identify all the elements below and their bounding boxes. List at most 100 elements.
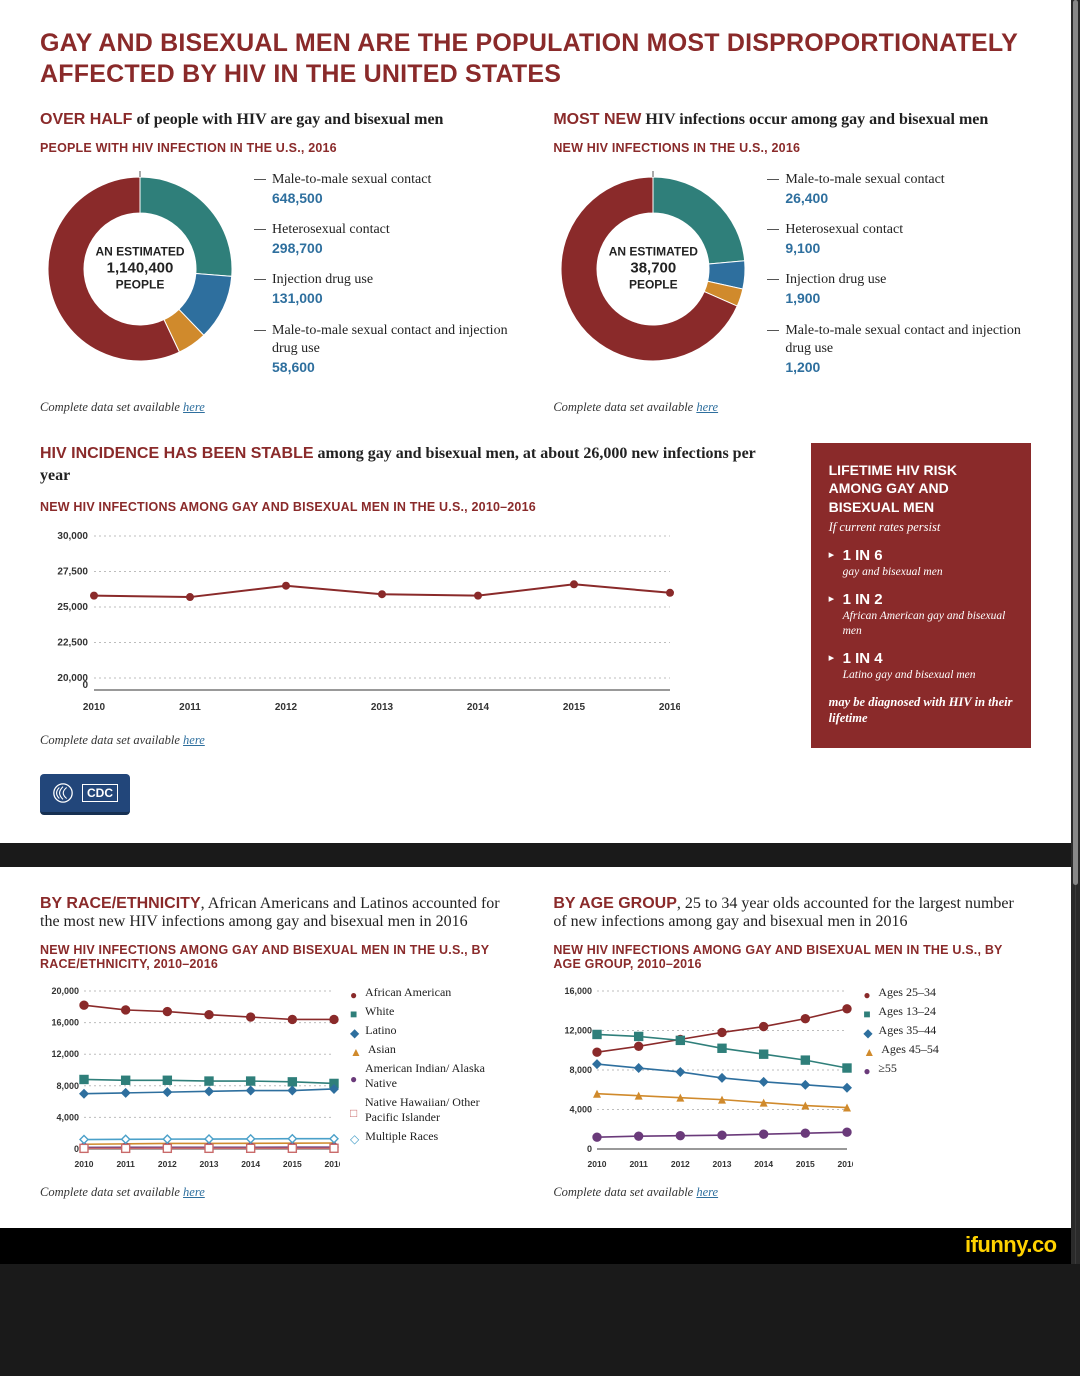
svg-text:4,000: 4,000: [570, 1105, 593, 1115]
svg-text:12,000: 12,000: [565, 1026, 593, 1036]
legend-item: ●American Indian/ Alaska Native: [350, 1061, 500, 1091]
legend-swatch: ●: [863, 1064, 872, 1073]
svg-text:2011: 2011: [116, 1159, 135, 1169]
svg-text:2013: 2013: [713, 1159, 732, 1169]
race-lead: BY RACE/ETHNICITY, African Americans and…: [40, 895, 517, 931]
right-subhead: NEW HIV INFECTIONS IN THE U.S., 2016: [553, 141, 1030, 155]
donut-legend-label: Male-to-male sexual contact and injectio…: [272, 322, 517, 358]
svg-text:4,000: 4,000: [56, 1113, 79, 1123]
legend-item: ■Ages 13–24: [863, 1004, 1013, 1019]
legend-swatch: ◆: [863, 1026, 872, 1035]
donut-legend-value: 131,000: [272, 289, 517, 307]
svg-text:16,000: 16,000: [565, 986, 593, 996]
right-footnote: Complete data set available here: [553, 400, 1030, 415]
risk-sub: If current rates persist: [829, 520, 1013, 535]
left-lead-rest: of people with HIV are gay and bisexual …: [132, 111, 443, 128]
legend-item: ◇Multiple Races: [350, 1129, 500, 1144]
donut-legend-item: Male-to-male sexual contact and injectio…: [767, 322, 1030, 377]
svg-text:2015: 2015: [283, 1159, 302, 1169]
donut-right-center-top: AN ESTIMATED: [609, 244, 698, 258]
risk-who: Latino gay and bisexual men: [843, 669, 976, 681]
donut-right-center-bot: PEOPLE: [629, 278, 678, 292]
donut-legend-label: Heterosexual contact: [785, 221, 1030, 239]
risk-who: African American gay and bisexual men: [843, 610, 1006, 637]
svg-text:2012: 2012: [158, 1159, 177, 1169]
legend-label: Ages 25–34: [878, 985, 936, 1000]
right-footnote-link[interactable]: here: [696, 400, 718, 414]
legend-label: Multiple Races: [365, 1129, 438, 1144]
hhs-icon: [52, 782, 74, 804]
legend-label: White: [365, 1004, 394, 1019]
legend-label: African American: [365, 985, 451, 1000]
svg-text:0: 0: [587, 1144, 592, 1154]
svg-text:2010: 2010: [75, 1159, 94, 1169]
donut-legend-value: 26,400: [785, 189, 1030, 207]
left-footnote-link[interactable]: here: [183, 400, 205, 414]
donut-legend-item: Male-to-male sexual contact648,500: [254, 171, 517, 207]
donut-right: AN ESTIMATED 38,700 PEOPLE: [553, 169, 753, 369]
risk-stat: 1 IN 2: [843, 591, 1013, 608]
right-lead-strong: MOST NEW: [553, 111, 641, 128]
donut-legend-label: Injection drug use: [272, 271, 517, 289]
age-footnote-pre: Complete data set available: [553, 1185, 696, 1199]
donut-legend-item: Male-to-male sexual contact26,400: [767, 171, 1030, 207]
legend-label: Ages 35–44: [879, 1023, 937, 1038]
svg-text:25,000: 25,000: [57, 602, 88, 613]
race-subhead: NEW HIV INFECTIONS AMONG GAY AND BISEXUA…: [40, 943, 517, 971]
incidence-footnote-link[interactable]: here: [183, 733, 205, 747]
incidence-row: HIV INCIDENCE HAS BEEN STABLE among gay …: [40, 443, 1031, 748]
legend-swatch: ■: [863, 1007, 872, 1016]
race-footnote-pre: Complete data set available: [40, 1185, 183, 1199]
legend-swatch: ◆: [350, 1026, 359, 1035]
legend-label: Native Hawaiian/ Other Pacific Islander: [365, 1095, 500, 1125]
scrollbar-thumb[interactable]: [1073, 0, 1078, 885]
legend-label: Latino: [365, 1023, 396, 1038]
cdc-label: CDC: [82, 784, 118, 802]
risk-foot: may be diagnosed with HIV in their lifet…: [829, 694, 1013, 727]
donut-legend-label: Male-to-male sexual contact and injectio…: [785, 322, 1030, 358]
scrollbar[interactable]: [1071, 0, 1080, 1264]
age-legend: ● Ages 25–34 ■Ages 13–24 ◆ Ages 35–44 ▲Ages 4…: [863, 985, 1013, 1080]
svg-text:2011: 2011: [179, 702, 201, 713]
age-footnote-link[interactable]: here: [696, 1185, 718, 1199]
age-lead-strong: BY AGE GROUP: [553, 895, 677, 912]
donut-legend-label: Male-to-male sexual contact: [785, 171, 1030, 189]
risk-item: 1 IN 2 African American gay and bisexual …: [829, 591, 1013, 638]
legend-item: ■ White: [350, 1004, 500, 1019]
donut-legend-value: 298,700: [272, 239, 517, 257]
page-1: GAY AND BISEXUAL MEN ARE THE POPULATION …: [0, 0, 1071, 843]
donut-left-center: AN ESTIMATED 1,140,400 PEOPLE: [95, 244, 184, 293]
incidence-chart: 30,00027,50025,00022,50020,0000201020112…: [40, 528, 680, 718]
donut-legend-value: 648,500: [272, 189, 517, 207]
svg-text:2016: 2016: [838, 1159, 853, 1169]
donut-legend-value: 1,200: [785, 358, 1030, 376]
donut-right-col: MOST NEW HIV infections occur among gay …: [553, 111, 1030, 416]
legend-item: ▲Ages 45–54: [863, 1042, 1013, 1057]
risk-item: 1 IN 6gay and bisexual men: [829, 547, 1013, 579]
age-lead: BY AGE GROUP, 25 to 34 year olds account…: [553, 895, 1030, 931]
legend-label: Ages 45–54: [881, 1042, 939, 1057]
main-title: GAY AND BISEXUAL MEN ARE THE POPULATION …: [40, 28, 1031, 91]
donut-legend-value: 9,100: [785, 239, 1030, 257]
risk-who: gay and bisexual men: [843, 566, 943, 578]
donut-left-center-val: 1,140,400: [95, 259, 184, 278]
age-chart: 16,00012,0008,0004,000020102011201220132…: [553, 985, 853, 1175]
donut-section: OVER HALF of people with HIV are gay and…: [40, 111, 1031, 416]
donut-right-center: AN ESTIMATED 38,700 PEOPLE: [609, 244, 698, 293]
right-lead: MOST NEW HIV infections occur among gay …: [553, 111, 1030, 129]
legend-swatch: ■: [350, 1007, 359, 1016]
donut-legend-item: Male-to-male sexual contact and injectio…: [254, 322, 517, 377]
donut-legend-label: Injection drug use: [785, 271, 1030, 289]
donut-legend-item: Injection drug use1,900: [767, 271, 1030, 307]
donut-legend-item: Injection drug use131,000: [254, 271, 517, 307]
donut-right-legend: Male-to-male sexual contact26,400 Heteros…: [767, 169, 1030, 391]
legend-swatch: ●: [350, 988, 359, 997]
left-lead-strong: OVER HALF: [40, 111, 132, 128]
legend-item: ●≥55: [863, 1061, 1013, 1076]
legend-swatch: □: [350, 1106, 359, 1115]
legend-swatch: ●: [863, 988, 872, 997]
right-footnote-pre: Complete data set available: [553, 400, 696, 414]
race-footnote-link[interactable]: here: [183, 1185, 205, 1199]
svg-text:20,000: 20,000: [51, 986, 79, 996]
svg-text:8,000: 8,000: [570, 1065, 593, 1075]
